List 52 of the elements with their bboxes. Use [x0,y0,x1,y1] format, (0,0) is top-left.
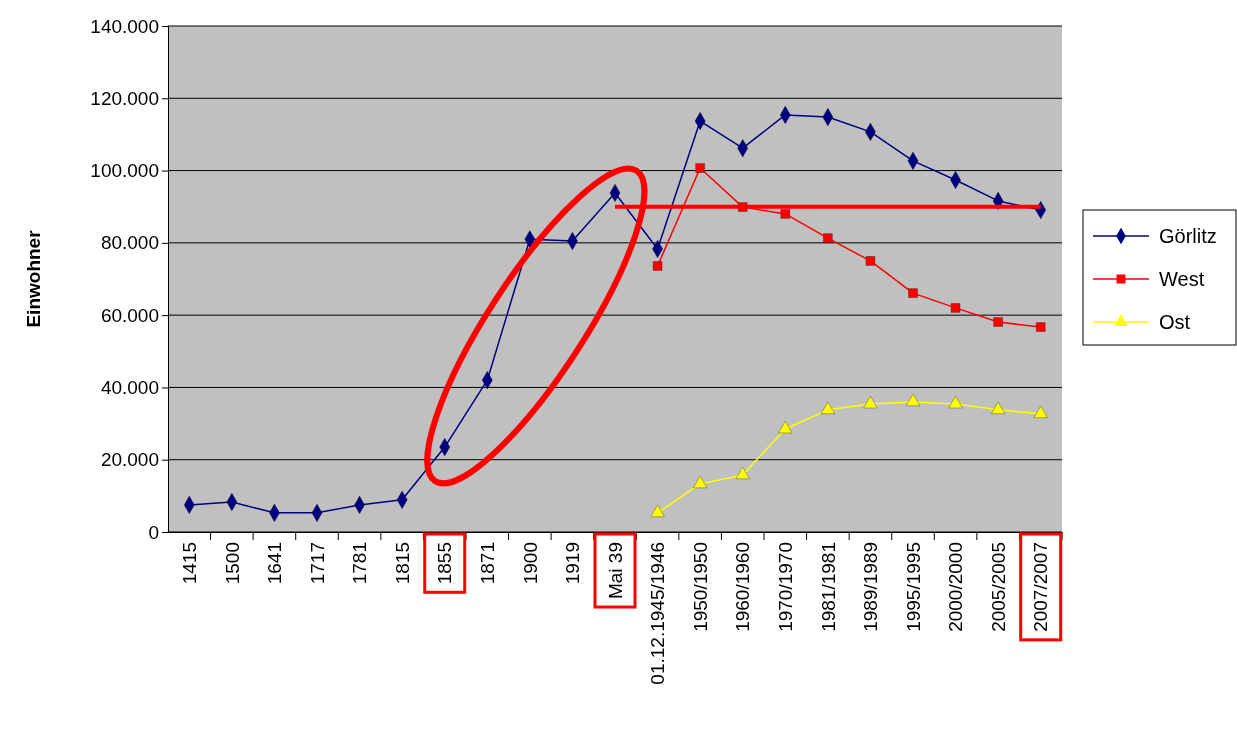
x-tick-label: 1919 [562,542,584,585]
legend-label: West [1159,268,1205,290]
x-tick-label: 2000/2000 [945,542,967,632]
point [991,401,1006,414]
x-tick-label: 1995/1995 [902,542,924,632]
x-tick-label: 1900 [519,542,541,585]
point [695,163,705,173]
point [950,303,961,313]
y-tick-label: 20.000 [100,449,159,471]
x-tick-label: 1989/1989 [860,542,882,632]
point [780,209,790,219]
x-tick-label: 2007/2007 [1030,542,1052,632]
x-tick-label: 1717 [306,542,328,585]
y-tick-label: 100.000 [90,160,159,182]
x-tick-label: 01.12.1945/1946 [647,542,669,685]
x-tick-label: 1415 [178,542,200,585]
legend-label: Ost [1159,311,1191,333]
point [948,396,963,409]
point [778,420,793,434]
x-tick-label: 1981/1981 [817,542,839,632]
y-tick-label: 80.000 [100,232,159,254]
y-tick-label: 140.000 [90,15,159,37]
point [1036,322,1046,332]
legend-label: Görlitz [1159,225,1217,247]
x-tick-label: Mai 39 [604,542,626,600]
y-tick-label: 40.000 [100,377,159,399]
x-tick-label: 1815 [391,542,413,585]
x-tick-label: 1871 [476,542,498,585]
point [993,317,1003,327]
x-tick-label: 1641 [264,542,286,585]
point [865,256,876,266]
y-tick-label: 120.000 [90,87,159,109]
x-tick-label: 1970/1970 [774,542,796,632]
point [735,466,750,479]
x-tick-label: 1781 [349,542,371,585]
x-tick-label: 1950/1950 [689,542,711,632]
x-tick-label: 1500 [221,542,243,585]
x-tick-label: 1855 [434,542,456,585]
point [908,288,918,298]
point [1033,405,1048,418]
point [863,396,878,409]
y-axis-title: Einwohner [23,229,44,328]
point [820,401,835,414]
x-tick-label: 2005/2005 [987,542,1009,632]
point [650,504,665,517]
point [823,233,833,243]
y-tick-label: 0 [148,521,159,543]
y-tick-label: 60.000 [100,304,159,326]
point [693,475,708,488]
x-tick-label: 1960/1960 [732,542,754,632]
point [652,261,663,271]
point [906,393,920,406]
